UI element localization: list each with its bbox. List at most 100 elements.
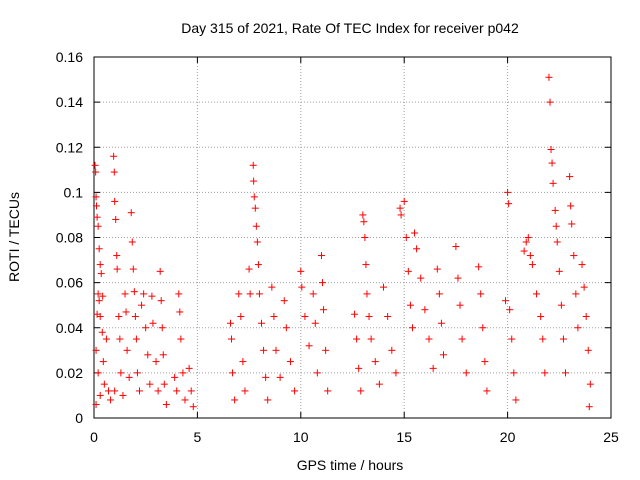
data-point: [574, 324, 582, 332]
data-point: [112, 215, 120, 223]
data-point: [253, 238, 261, 246]
data-point: [375, 380, 383, 388]
data-point: [320, 306, 328, 314]
data-point: [125, 373, 133, 381]
data-point: [181, 396, 189, 404]
data-point: [280, 297, 288, 305]
data-point: [462, 369, 470, 377]
data-point: [229, 369, 237, 377]
data-point: [305, 342, 313, 350]
data-point: [249, 161, 257, 169]
data-point: [93, 213, 101, 221]
data-point: [539, 335, 547, 343]
data-point: [553, 238, 561, 246]
data-point: [456, 301, 464, 309]
data-point: [585, 403, 593, 411]
data-point: [270, 312, 278, 320]
data-point: [157, 297, 165, 305]
data-point: [171, 373, 179, 381]
data-point: [360, 218, 368, 226]
data-point: [228, 335, 236, 343]
data-point: [146, 380, 154, 388]
data-point: [262, 373, 270, 381]
data-point: [133, 369, 141, 377]
data-point: [475, 263, 483, 271]
data-point: [144, 351, 152, 359]
data-point: [235, 290, 243, 298]
data-point: [189, 403, 197, 411]
x-tick-label: 0: [90, 429, 98, 445]
data-point: [584, 346, 592, 354]
data-point: [152, 358, 160, 366]
data-point: [411, 229, 419, 237]
data-point: [545, 73, 553, 81]
data-point: [406, 301, 414, 309]
data-point: [396, 204, 404, 212]
data-point: [522, 238, 530, 246]
data-point: [97, 270, 105, 278]
grid-lines: [94, 57, 611, 418]
data-point: [92, 346, 100, 354]
data-point: [276, 373, 284, 381]
y-tick-label: 0.12: [56, 139, 83, 155]
data-point: [586, 380, 594, 388]
y-axis-label: ROTI / TECUs: [6, 192, 22, 282]
data-point: [268, 283, 276, 291]
data-point: [129, 265, 137, 273]
data-point: [179, 369, 187, 377]
data-point: [96, 391, 104, 399]
data-point: [138, 301, 146, 309]
data-point: [231, 396, 239, 404]
data-point: [371, 358, 379, 366]
data-point: [413, 245, 421, 253]
data-point: [102, 335, 110, 343]
data-point: [367, 335, 375, 343]
data-point: [258, 319, 266, 327]
data-point: [548, 159, 556, 167]
data-point: [504, 188, 512, 196]
y-tick-label: 0.14: [56, 94, 83, 110]
data-point: [272, 346, 280, 354]
data-point: [175, 290, 183, 298]
data-point: [397, 211, 405, 219]
data-point: [439, 351, 447, 359]
data-point: [309, 290, 317, 298]
data-point: [311, 319, 319, 327]
data-point: [226, 319, 234, 327]
data-point: [429, 364, 437, 372]
data-point: [99, 292, 107, 300]
data-point: [94, 290, 102, 298]
data-point: [526, 252, 534, 260]
data-point: [156, 267, 164, 275]
data-point: [148, 292, 156, 300]
data-point: [95, 297, 103, 305]
data-point: [417, 274, 425, 282]
data-point: [524, 234, 532, 241]
data-point: [113, 265, 121, 273]
data-point: [149, 319, 157, 327]
x-tick-label: 10: [293, 429, 309, 445]
data-point: [557, 301, 565, 309]
data-point: [355, 364, 363, 372]
data-point: [510, 369, 518, 377]
data-point: [362, 261, 370, 269]
data-point: [454, 274, 462, 282]
data-point: [365, 312, 373, 320]
data-point: [130, 288, 138, 296]
data-point: [99, 358, 107, 366]
data-point: [122, 308, 130, 316]
data-point: [477, 290, 485, 298]
data-point: [117, 369, 125, 377]
data-point: [402, 234, 410, 241]
data-point: [255, 290, 263, 298]
data-point: [572, 290, 580, 298]
data-point: [96, 312, 104, 320]
data-point: [113, 252, 121, 260]
data-point: [92, 193, 100, 201]
y-tick-label: 0.04: [56, 320, 83, 336]
data-point: [505, 200, 513, 208]
data-point: [282, 324, 290, 332]
data-point: [562, 369, 570, 377]
data-point: [185, 364, 193, 372]
data-point: [107, 396, 115, 404]
